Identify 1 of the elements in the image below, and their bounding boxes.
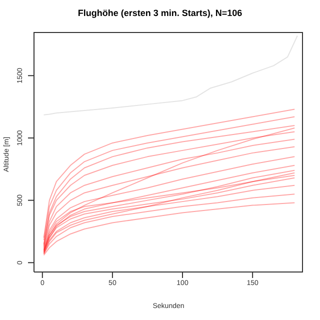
chart-title: Flughöhe (ersten 3 min. Starts), N=106 [76,8,244,18]
